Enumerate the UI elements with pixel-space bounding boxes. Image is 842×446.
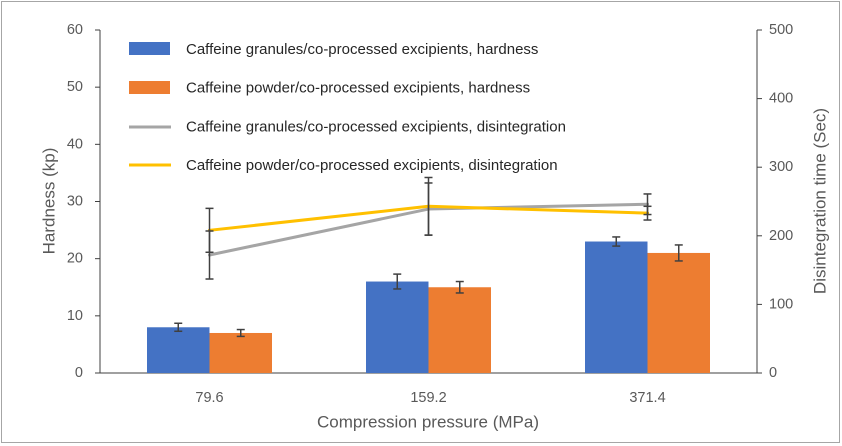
y-tick-label: 30: [67, 194, 83, 210]
tick-labels: 0 10 20 30 40 50 60 0 100 200 300 400 500 79.6 159.2 37…: [67, 22, 793, 406]
legend: Caffeine granules/co-processed excipient…: [129, 41, 566, 174]
legend-label: Caffeine powder/co-processed excipients,…: [186, 80, 530, 97]
legend-label: Caffeine powder/co-processed excipients,…: [186, 157, 558, 174]
bar-series-group: [147, 241, 710, 373]
legend-swatch: [129, 81, 170, 94]
line-error-bars: [205, 176, 652, 280]
y-tick-label: 20: [67, 251, 83, 267]
x-tick-label: 159.2: [410, 390, 446, 406]
bar: [147, 327, 210, 373]
y2-tick-label: 100: [769, 296, 793, 312]
y-tick-label: 40: [67, 136, 83, 152]
legend-item: Caffeine powder/co-processed excipients,…: [129, 157, 558, 174]
legend-label: Caffeine granules/co-processed excipient…: [186, 41, 538, 58]
y-tick-label: 0: [75, 365, 83, 381]
error-bar: [455, 280, 464, 294]
legend-label: Caffeine granules/co-processed excipient…: [186, 119, 566, 136]
error-bar: [393, 273, 402, 290]
y2-axis-title: Disintegration time (Sec): [811, 108, 830, 294]
error-bar: [612, 236, 621, 247]
bar-error-bars: [174, 236, 683, 338]
error-bar: [424, 176, 433, 236]
bar: [585, 241, 648, 373]
error-bar: [205, 207, 214, 254]
bar: [428, 287, 491, 373]
error-bar: [174, 322, 183, 333]
y-tick-label: 60: [67, 22, 83, 38]
error-bar: [674, 244, 683, 262]
bar: [647, 252, 710, 373]
error-bar: [236, 328, 245, 338]
y-tick-label: 50: [67, 79, 83, 95]
legend-item: Caffeine granules/co-processed excipient…: [129, 41, 538, 58]
y2-tick-label: 200: [769, 228, 793, 244]
x-axis-title: Compression pressure (MPa): [317, 413, 539, 432]
x-tick-label: 79.6: [195, 390, 223, 406]
bar: [366, 281, 429, 373]
bar: [209, 332, 272, 373]
y-axis-title: Hardness (kp): [40, 148, 59, 255]
legend-swatch: [129, 42, 170, 55]
error-bar: [643, 205, 652, 221]
legend-item: Caffeine granules/co-processed excipient…: [129, 119, 566, 136]
y2-tick-label: 0: [769, 365, 777, 381]
y2-tick-label: 300: [769, 159, 793, 175]
x-tick-label: 371.4: [629, 390, 665, 406]
y2-tick-label: 500: [769, 22, 793, 38]
y-tick-label: 10: [67, 308, 83, 324]
legend-item: Caffeine powder/co-processed excipients,…: [129, 80, 530, 97]
y2-tick-label: 400: [769, 91, 793, 107]
